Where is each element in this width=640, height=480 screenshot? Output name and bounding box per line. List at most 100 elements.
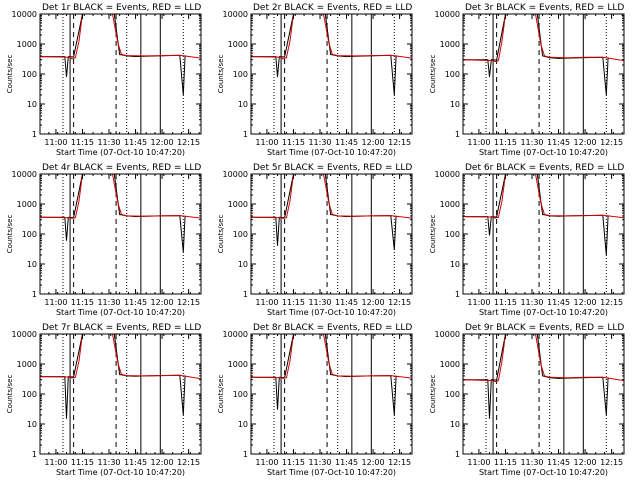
y-tick-label: 10 [27,100,37,109]
plot-frame [462,173,625,295]
subplot-det-8: Det 8r BLACK = Events, RED = LLD 1 10 100 10… [217,323,413,477]
y-tick-label: 1000 [440,200,460,209]
x-tick-label: 12:15 [600,458,623,467]
x-tick-label: 11:30 [520,458,543,467]
x-tick-label: 11:15 [494,458,517,467]
series-line-events [251,174,397,250]
x-tick-label: 12:00 [362,458,385,467]
y-tick-label: 10000 [435,170,460,179]
plot-frame [250,333,413,455]
x-tick-label: 11:00 [467,138,490,147]
x-tick-label: 12:00 [574,138,597,147]
subplot-det-1: Det 1r BLACK = Events, RED = LLD 1 10 100 10… [6,3,202,157]
x-tick-label: 11:30 [520,298,543,307]
y-axis-label: Counts/sec [429,375,437,414]
x-tick-label: 11:00 [44,298,67,307]
x-tick-label: 12:15 [600,138,623,147]
x-tick-label: 11:00 [44,458,67,467]
plot-frame [462,13,625,135]
subplot-det-7: Det 7r BLACK = Events, RED = LLD 1 10 100 10… [6,323,202,477]
x-tick-label: 11:15 [282,138,305,147]
x-tick-label: 11:15 [71,458,94,467]
y-tick-label: 10000 [435,330,460,339]
series-line-lld [251,174,412,219]
y-axis-label: Counts/sec [429,55,437,94]
x-tick-label: 12:00 [362,298,385,307]
chart-title: Det 5r BLACK = Events, RED = LLD [253,163,412,173]
y-tick-label: 10000 [223,330,248,339]
plot-frame [39,173,202,295]
y-tick-label: 1000 [17,40,37,49]
chart-title: Det 6r BLACK = Events, RED = LLD [465,163,624,173]
x-axis-label: Start Time (07-Oct-10 10:47:20) [267,308,396,317]
y-axis-label: Counts/sec [6,215,14,254]
y-tick-label: 10 [27,420,37,429]
x-tick-label: 11:30 [308,458,331,467]
subplot-det-6: Det 6r BLACK = Events, RED = LLD 1 10 100 10… [429,163,625,317]
x-tick-label: 12:15 [177,458,200,467]
y-tick-label: 1000 [440,360,460,369]
x-tick-label: 11:45 [335,138,358,147]
x-tick-label: 11:45 [547,298,570,307]
y-tick-label: 100 [22,230,37,239]
x-tick-label: 11:45 [335,298,358,307]
series-line-events [251,14,397,96]
y-tick-label: 10000 [12,10,37,19]
y-tick-label: 1 [243,130,248,139]
y-tick-label: 10000 [223,170,248,179]
y-axis-label: Counts/sec [217,55,225,94]
x-axis-label: Start Time (07-Oct-10 10:47:20) [479,468,608,477]
x-tick-label: 12:15 [177,298,200,307]
subplot-det-4: Det 4r BLACK = Events, RED = LLD 1 10 100 10… [6,163,202,317]
x-tick-label: 12:00 [362,138,385,147]
x-tick-label: 11:45 [547,138,570,147]
x-tick-label: 11:45 [124,298,147,307]
y-tick-label: 100 [22,70,37,79]
x-tick-label: 11:45 [547,458,570,467]
series-line-lld [463,14,624,63]
y-tick-label: 10000 [12,170,37,179]
subplot-det-3: Det 3r BLACK = Events, RED = LLD 1 10 100 10… [429,3,625,157]
series-line-lld [251,334,412,379]
y-tick-label: 10000 [12,330,37,339]
x-tick-label: 11:45 [124,458,147,467]
x-tick-label: 11:00 [255,458,278,467]
x-axis-label: Start Time (07-Oct-10 10:47:20) [267,148,396,157]
x-tick-label: 12:00 [151,298,174,307]
y-tick-label: 1 [32,130,37,139]
y-tick-label: 10 [238,260,248,269]
y-tick-label: 1000 [228,360,248,369]
x-tick-label: 11:15 [71,138,94,147]
y-tick-label: 100 [233,70,248,79]
y-tick-label: 1000 [440,40,460,49]
x-tick-label: 11:00 [467,298,490,307]
y-tick-label: 1000 [228,40,248,49]
x-tick-label: 11:15 [494,138,517,147]
chart-title: Det 4r BLACK = Events, RED = LLD [42,163,201,173]
x-tick-label: 11:00 [255,138,278,147]
chart-title: Det 3r BLACK = Events, RED = LLD [465,3,624,13]
y-tick-label: 10 [238,100,248,109]
y-tick-label: 1000 [17,200,37,209]
x-tick-label: 11:30 [308,138,331,147]
series-line-lld [463,334,624,383]
y-tick-label: 100 [22,390,37,399]
x-tick-label: 11:30 [520,138,543,147]
x-axis-label: Start Time (07-Oct-10 10:47:20) [56,468,185,477]
series-line-lld [40,334,201,380]
y-tick-label: 10 [238,420,248,429]
series-line-lld [251,14,412,60]
plot-frame [39,13,202,135]
plot-frame [462,333,625,455]
x-tick-label: 12:00 [574,458,597,467]
y-tick-label: 10 [27,260,37,269]
x-tick-label: 11:30 [97,298,120,307]
y-tick-label: 100 [445,390,460,399]
x-axis-label: Start Time (07-Oct-10 10:47:20) [267,468,396,477]
x-tick-label: 11:15 [71,298,94,307]
series-line-events [40,334,186,419]
y-axis-label: Counts/sec [6,375,14,414]
x-axis-label: Start Time (07-Oct-10 10:47:20) [56,148,185,157]
x-tick-label: 11:30 [97,458,120,467]
